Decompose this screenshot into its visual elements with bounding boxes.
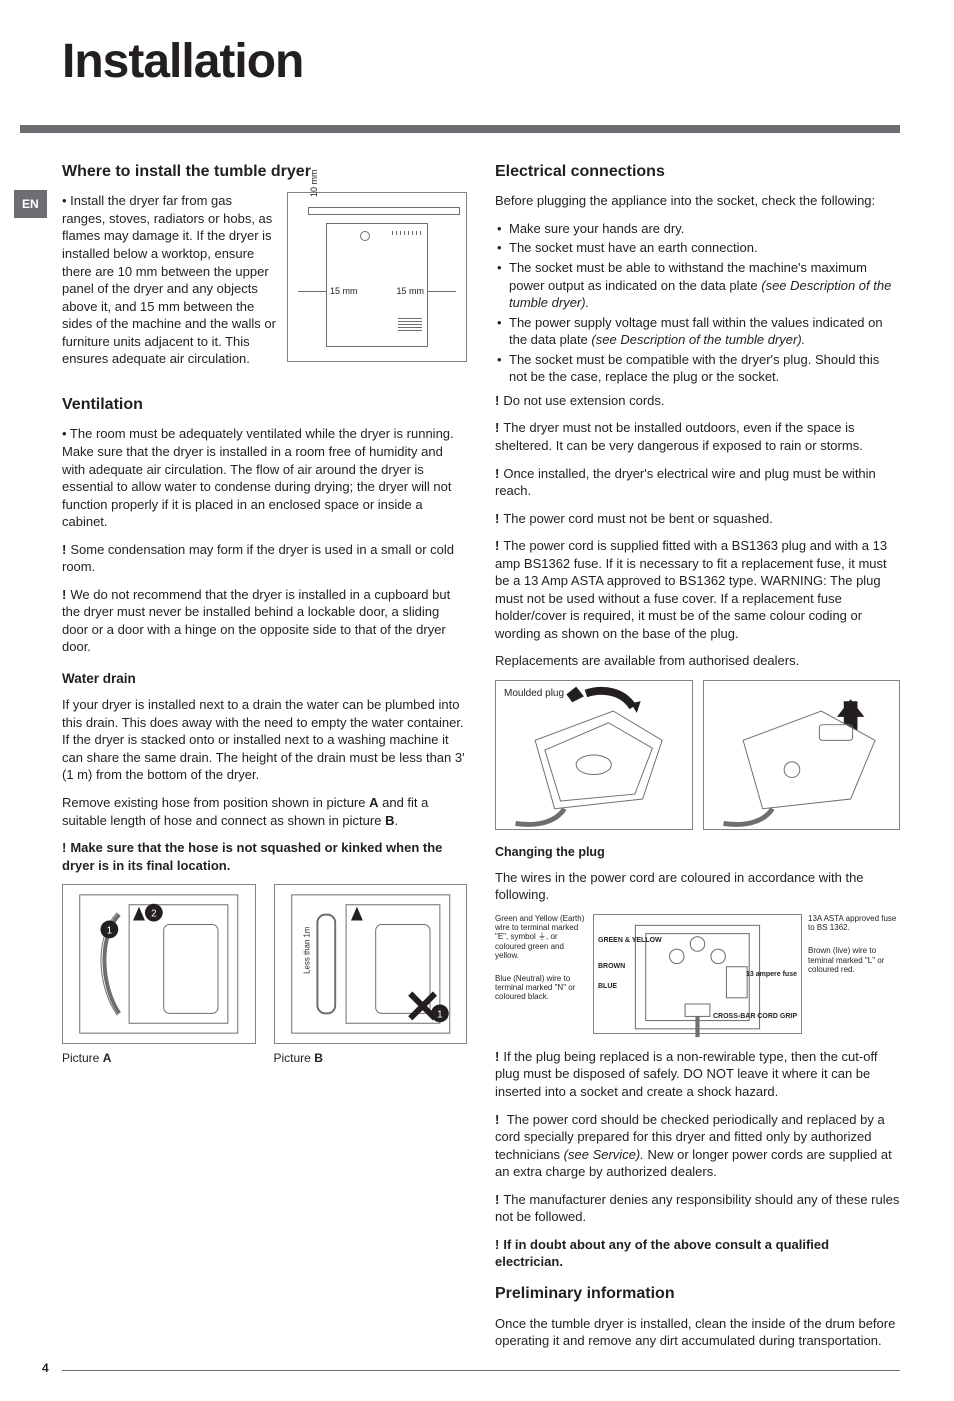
warn-doubt: If in doubt about any of the above consu… bbox=[495, 1236, 900, 1271]
warn-responsibility: The manufacturer denies any responsibili… bbox=[495, 1191, 900, 1226]
heading-where: Where to install the tumble dryer bbox=[62, 161, 467, 183]
footer-rule bbox=[62, 1370, 900, 1371]
heading-preliminary: Preliminary information bbox=[495, 1283, 900, 1305]
left-column: Where to install the tumble dryer • Inst… bbox=[62, 161, 467, 1360]
heading-water-drain: Water drain bbox=[62, 670, 467, 688]
warn-check-cord: The power cord should be checked periodi… bbox=[495, 1111, 900, 1181]
clearance-figure: 10 mm 15 mm 15 mm bbox=[287, 192, 467, 362]
list-item: Make sure your hands are dry. bbox=[495, 220, 900, 238]
title-rule bbox=[20, 125, 900, 133]
warn-hose: Make sure that the hose is not squashed … bbox=[62, 839, 467, 874]
heading-ventilation: Ventilation bbox=[62, 394, 467, 416]
picture-a-caption: Picture A bbox=[62, 1050, 256, 1066]
para-changing-plug: The wires in the power cord are coloured… bbox=[495, 869, 900, 904]
svg-text:1: 1 bbox=[437, 1009, 442, 1020]
warn-reach: Once installed, the dryer's electrical w… bbox=[495, 465, 900, 500]
wiring-notes-left: Green and Yellow (Earth) wire to termina… bbox=[495, 914, 587, 1016]
warn-fuse: The power cord is supplied fitted with a… bbox=[495, 537, 900, 642]
electrical-checklist: Make sure your hands are dry. The socket… bbox=[495, 220, 900, 386]
svg-text:1: 1 bbox=[107, 926, 112, 937]
clearance-right-label: 15 mm bbox=[396, 285, 424, 297]
para-elec-intro: Before plugging the appliance into the s… bbox=[495, 192, 900, 210]
page-title: Installation bbox=[62, 30, 900, 95]
moulded-plug-label: Moulded plug bbox=[504, 687, 564, 701]
para-drain-1: If your dryer is installed next to a dra… bbox=[62, 696, 467, 784]
wiring-notes-right: 13A ASTA approved fuse to BS 1362. Brown… bbox=[808, 914, 900, 988]
list-item: The power supply voltage must fall withi… bbox=[495, 314, 900, 349]
warn-condensation: Some condensation may form if the dryer … bbox=[62, 541, 467, 576]
heading-electrical: Electrical connections bbox=[495, 161, 900, 183]
para-drain-2: Remove existing hose from position shown… bbox=[62, 794, 467, 829]
heading-changing-plug: Changing the plug bbox=[495, 844, 900, 861]
picture-b-figure: Less than 1m 1 bbox=[274, 884, 468, 1044]
picture-a-figure: 1 2 bbox=[62, 884, 256, 1044]
para-ventilation: • The room must be adequately ventilated… bbox=[62, 425, 467, 530]
list-item: The socket must be compatible with the d… bbox=[495, 351, 900, 386]
right-column: Electrical connections Before plugging t… bbox=[495, 161, 900, 1360]
para-replacements: Replacements are available from authoris… bbox=[495, 652, 900, 670]
page-number: 4 bbox=[42, 1360, 49, 1376]
wiring-figure: GREEN & YELLOW BROWN BLUE 13 ampere fuse… bbox=[593, 914, 802, 1034]
warn-outdoor: The dryer must not be installed outdoors… bbox=[495, 419, 900, 454]
warn-cupboard: We do not recommend that the dryer is in… bbox=[62, 586, 467, 656]
language-tab: EN bbox=[14, 190, 47, 218]
warn-bent: The power cord must not be bent or squas… bbox=[495, 510, 900, 528]
picture-b-caption: Picture B bbox=[274, 1050, 468, 1066]
warn-nonrewirable: If the plug being replaced is a non-rewi… bbox=[495, 1048, 900, 1101]
para-where: • Install the dryer far from gas ranges,… bbox=[62, 192, 277, 367]
moulded-plug-figure-1: Moulded plug bbox=[495, 680, 693, 830]
warn-extension: Do not use extension cords. bbox=[495, 392, 900, 410]
moulded-plug-figure-2 bbox=[703, 680, 901, 830]
svg-text:2: 2 bbox=[151, 909, 156, 920]
clearance-top-label: 10 mm bbox=[308, 170, 320, 198]
picture-b-annotation: Less than 1m bbox=[302, 926, 311, 974]
list-item: The socket must be able to withstand the… bbox=[495, 259, 900, 312]
clearance-left-label: 15 mm bbox=[330, 285, 358, 297]
para-preliminary: Once the tumble dryer is installed, clea… bbox=[495, 1315, 900, 1350]
list-item: The socket must have an earth connection… bbox=[495, 239, 900, 257]
